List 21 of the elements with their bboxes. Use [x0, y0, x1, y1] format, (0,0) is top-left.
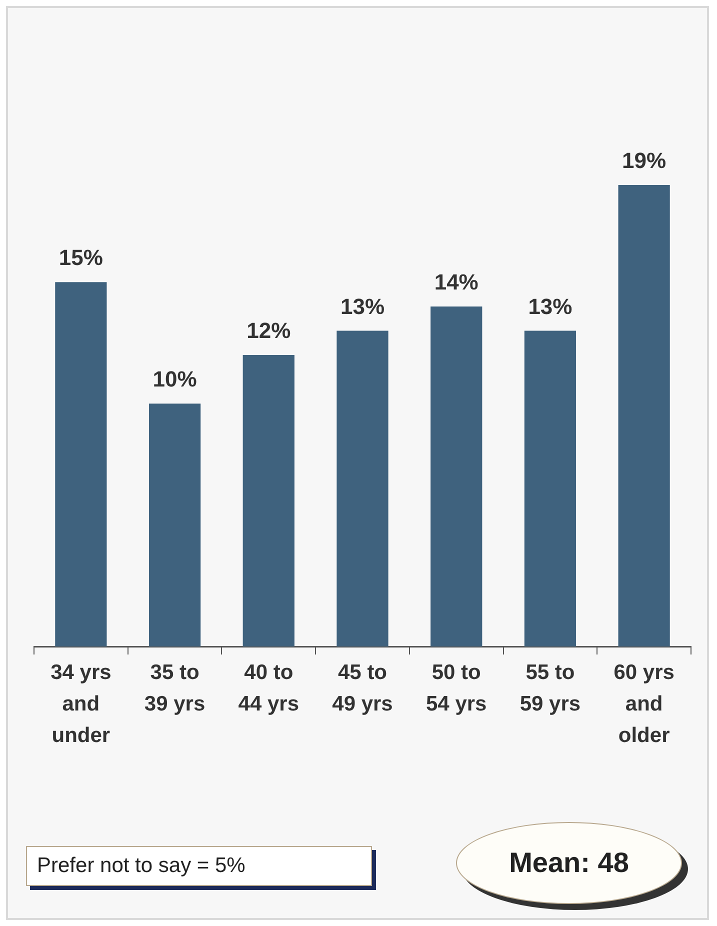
bar	[524, 330, 576, 646]
bar	[242, 355, 294, 646]
x-tick-label: 55 to 59 yrs	[520, 661, 581, 716]
bar	[148, 404, 201, 646]
data-label: 13%	[340, 294, 385, 319]
x-tick-label: 60 yrs and older	[614, 661, 674, 748]
bar	[618, 185, 670, 646]
x-tick-label: 50 to 54 yrs	[426, 661, 487, 716]
bar	[336, 330, 388, 646]
data-label: 12%	[246, 318, 291, 344]
bar	[55, 282, 107, 646]
x-tick-label: 35 to 39 yrs	[144, 661, 206, 716]
data-label: 10%	[152, 366, 197, 392]
data-label: 13%	[528, 294, 572, 319]
x-tick-label: 40 to 44 yrs	[238, 661, 300, 716]
x-tick-label: 34 yrs and under	[50, 661, 112, 748]
bar	[430, 306, 482, 646]
x-tick-label: 45 to 49 yrs	[332, 661, 393, 716]
data-label: 19%	[622, 148, 666, 174]
data-label: 15%	[58, 245, 103, 270]
data-label: 14%	[434, 270, 478, 295]
